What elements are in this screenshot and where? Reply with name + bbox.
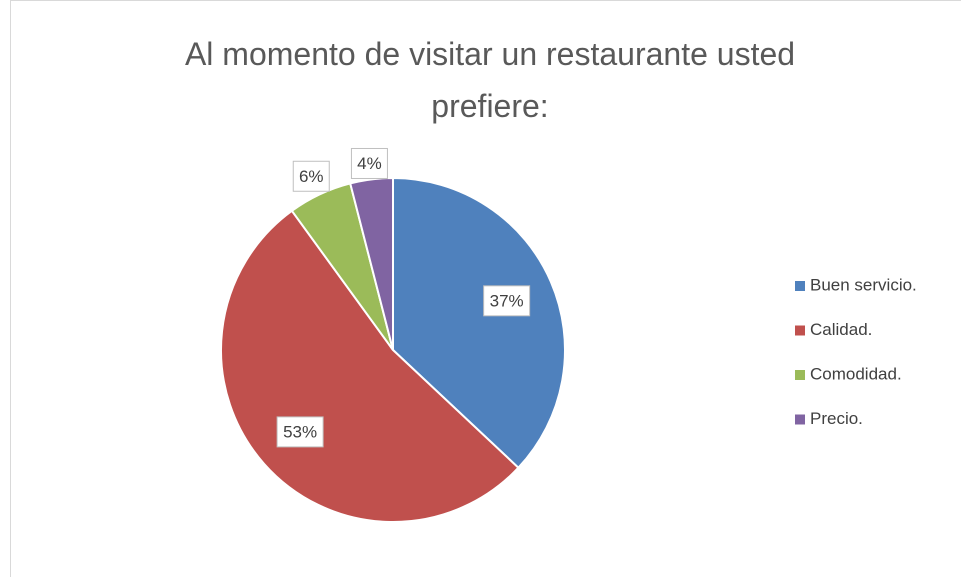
pie-slice <box>392 176 566 470</box>
legend-swatch <box>795 414 805 425</box>
legend-label: Comodidad. <box>810 364 902 383</box>
data-label: 53% <box>283 422 317 441</box>
data-label-box <box>350 147 388 179</box>
data-label: 37% <box>490 291 524 310</box>
data-label-box <box>276 416 324 448</box>
data-label: 4% <box>357 154 382 173</box>
legend-swatch <box>795 325 805 336</box>
legend-swatch <box>795 370 805 380</box>
pie-slice <box>349 176 394 351</box>
data-label-box <box>292 160 330 192</box>
legend-label: Buen servicio. <box>810 275 917 294</box>
legend-label: Precio. <box>810 409 863 428</box>
legend-label: Calidad. <box>810 320 872 339</box>
legend-swatch <box>795 281 805 291</box>
data-label-box <box>483 285 531 317</box>
chart-title: Al momento de visitar un restaurante ust… <box>184 36 796 124</box>
data-label: 6% <box>299 167 324 186</box>
chart-frame <box>10 0 961 577</box>
